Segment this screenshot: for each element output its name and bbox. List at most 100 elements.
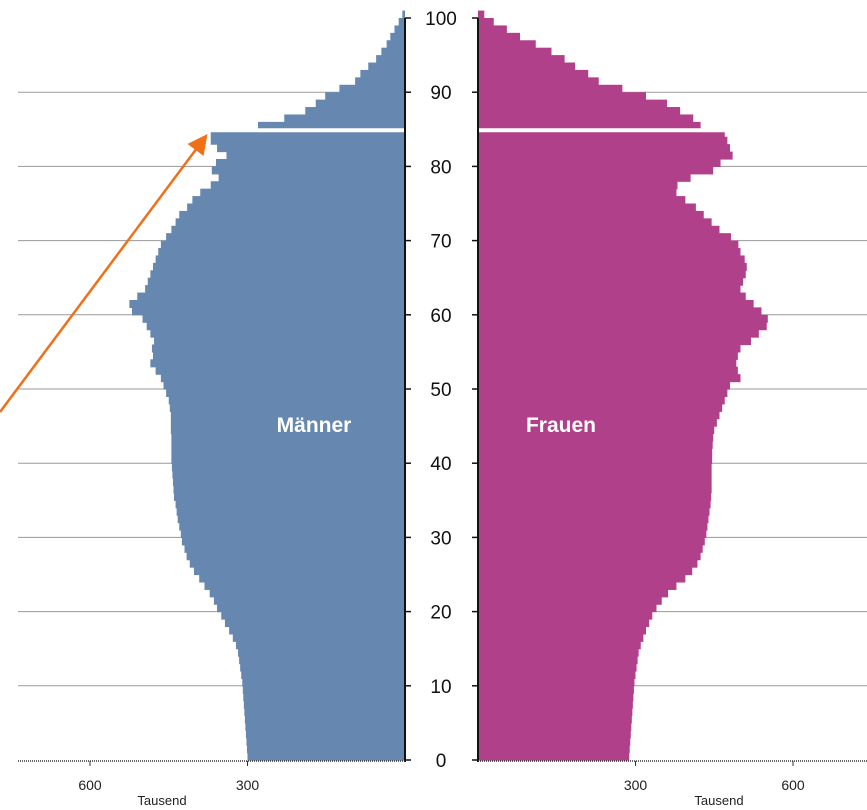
bar-frauen-age-46 — [478, 411, 720, 420]
bar-frauen-age-31 — [478, 522, 708, 531]
bar-frauen-age-9 — [478, 685, 634, 694]
bar-maenner-age-95 — [381, 47, 405, 56]
bar-frauen-age-43 — [478, 433, 714, 442]
bar-maenner-age-67 — [155, 255, 405, 264]
bar-frauen-age-80 — [478, 158, 721, 167]
bar-frauen-age-0 — [478, 752, 630, 761]
bar-frauen-age-28 — [478, 544, 703, 553]
bar-frauen-age-21 — [478, 596, 662, 605]
bar-frauen-age-91 — [478, 77, 599, 86]
bar-frauen-age-55 — [478, 344, 741, 353]
bar-maenner-age-14 — [238, 648, 405, 657]
bar-frauen-age-40 — [478, 455, 713, 464]
axis-layer: 0 10 20 30 40 50 60 70 80 90 100 600 600 300 300 — [18, 9, 867, 793]
bar-maenner-age-77 — [210, 181, 405, 190]
x-unit-label-left: Tausend — [137, 793, 186, 808]
bar-frauen-age-73 — [478, 210, 704, 219]
bar-frauen-age-45 — [478, 418, 717, 427]
label-layer: Männer Frauen Tausend Tausend — [137, 414, 743, 808]
bar-frauen-age-78 — [478, 173, 691, 182]
bar-frauen-age-35 — [478, 492, 712, 501]
bar-frauen-age-82 — [478, 144, 730, 153]
bar-maenner-age-5 — [244, 715, 405, 724]
bar-frauen-age-51 — [478, 374, 741, 383]
x-tick-label-right-600: 600 — [781, 777, 805, 793]
bar-maenner-age-50 — [163, 381, 405, 390]
bar-maenner-age-83 — [210, 136, 405, 145]
bar-maenner-age-4 — [245, 722, 405, 731]
bar-maenner-age-55 — [151, 344, 405, 353]
bar-maenner-age-71 — [171, 225, 405, 234]
bar-maenner-age-44 — [170, 426, 405, 435]
bar-maenner-age-17 — [229, 626, 405, 635]
bar-maenner-age-23 — [204, 581, 405, 590]
bar-maenner-age-88 — [315, 99, 405, 108]
bar-frauen-age-53 — [478, 359, 737, 368]
bar-frauen-age-1 — [478, 745, 630, 754]
bar-maenner-age-37 — [172, 478, 405, 487]
bar-maenner-age-18 — [224, 619, 405, 628]
bar-frauen-age-56 — [478, 337, 751, 346]
y-tick-label-40: 40 — [430, 454, 451, 475]
bar-maenner-age-11 — [241, 670, 405, 679]
bar-frauen-age-24 — [478, 574, 686, 583]
bar-maenner-age-41 — [171, 448, 405, 457]
bar-frauen-age-88 — [478, 99, 667, 108]
bar-frauen-age-4 — [478, 722, 632, 731]
bar-maenner-age-49 — [166, 389, 405, 398]
bar-maenner-age-62 — [137, 292, 405, 301]
bar-frauen-age-29 — [478, 537, 705, 546]
bar-maenner-age-15 — [235, 641, 405, 650]
y-tick-label-30: 30 — [430, 528, 451, 549]
bar-frauen-age-98 — [478, 25, 507, 34]
bar-maenner-age-92 — [360, 69, 405, 78]
bar-frauen-age-83 — [478, 136, 728, 145]
bar-maenner-age-53 — [150, 359, 405, 368]
bar-maenner-age-31 — [179, 522, 405, 531]
bar-maenner-age-61 — [129, 299, 405, 308]
bar-frauen-age-99 — [478, 18, 494, 27]
bar-maenner-age-20 — [217, 604, 405, 613]
bar-frauen-age-39 — [478, 463, 712, 472]
bar-maenner-age-43 — [171, 433, 405, 442]
bar-maenner-age-72 — [175, 218, 405, 227]
bar-maenner-age-82 — [217, 144, 405, 153]
bar-maenner-age-0 — [247, 752, 405, 761]
bar-frauen-age-64 — [478, 277, 744, 286]
bar-frauen-age-84 — [478, 129, 725, 138]
bar-frauen-age-54 — [478, 351, 738, 360]
female-bars — [478, 10, 768, 761]
bar-maenner-age-90 — [339, 84, 405, 93]
bar-maenner-age-25 — [193, 567, 405, 576]
bar-frauen-age-68 — [478, 248, 741, 257]
bar-frauen-age-75 — [478, 196, 686, 205]
bar-maenner-age-7 — [243, 700, 405, 709]
bar-maenner-age-97 — [390, 32, 405, 41]
bar-maenner-age-24 — [199, 574, 405, 583]
bar-frauen-age-3 — [478, 730, 631, 739]
bar-frauen-age-42 — [478, 440, 713, 449]
bar-frauen-age-11 — [478, 670, 636, 679]
bar-frauen-age-25 — [478, 567, 693, 576]
bar-frauen-age-50 — [478, 381, 730, 390]
bar-maenner-age-75 — [192, 196, 405, 205]
bar-maenner-age-3 — [245, 730, 405, 739]
bar-frauen-age-17 — [478, 626, 646, 635]
bar-frauen-age-10 — [478, 678, 635, 687]
bar-frauen-age-94 — [478, 55, 565, 64]
x-tick-label-left-300: 300 — [236, 777, 260, 793]
male-bars — [129, 10, 405, 761]
bar-frauen-age-74 — [478, 203, 696, 212]
bar-frauen-age-34 — [478, 500, 711, 509]
bar-frauen-age-90 — [478, 84, 623, 93]
bar-frauen-age-81 — [478, 151, 733, 160]
bar-frauen-age-37 — [478, 478, 712, 487]
bar-maenner-age-38 — [172, 470, 405, 479]
bar-maenner-age-60 — [132, 307, 405, 316]
bar-maenner-age-81 — [226, 151, 405, 160]
y-tick-label-10: 10 — [430, 677, 451, 698]
bar-frauen-age-67 — [478, 255, 745, 264]
bar-maenner-age-39 — [171, 463, 405, 472]
bar-frauen-age-52 — [478, 366, 738, 375]
